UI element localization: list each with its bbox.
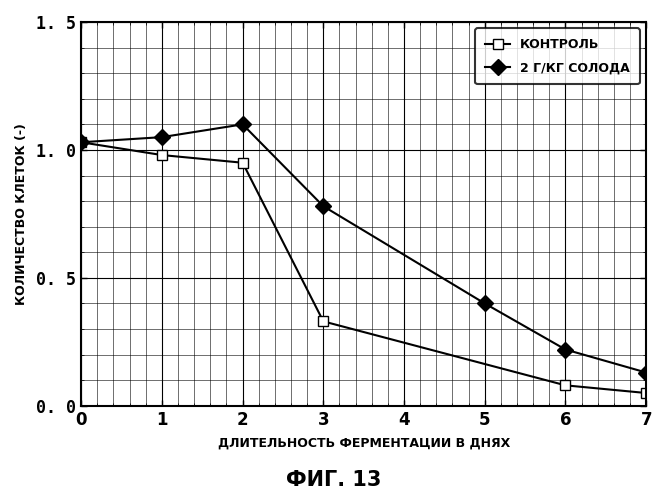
Text: ФИГ. 13: ФИГ. 13 <box>286 470 381 490</box>
КОНТРОЛЬ <box>158 152 166 158</box>
КОНТРОЛЬ <box>319 318 327 324</box>
Line: 2 Г/КГ СОЛОДА: 2 Г/КГ СОЛОДА <box>75 119 652 378</box>
КОНТРОЛЬ <box>562 382 570 388</box>
2 Г/КГ СОЛОДА <box>77 140 85 145</box>
2 Г/КГ СОЛОДА <box>481 300 489 306</box>
Y-axis label: КОЛИЧЕСТВО КЛЕТОК (-): КОЛИЧЕСТВО КЛЕТОК (-) <box>15 123 28 305</box>
2 Г/КГ СОЛОДА <box>642 370 650 376</box>
КОНТРОЛЬ <box>77 140 85 145</box>
КОНТРОЛЬ <box>239 160 247 166</box>
Line: КОНТРОЛЬ: КОНТРОЛЬ <box>76 138 651 398</box>
X-axis label: ДЛИТЕЛЬНОСТЬ ФЕРМЕНТАЦИИ В ДНЯХ: ДЛИТЕЛЬНОСТЬ ФЕРМЕНТАЦИИ В ДНЯХ <box>217 437 510 450</box>
КОНТРОЛЬ <box>642 390 650 396</box>
2 Г/КГ СОЛОДА <box>158 134 166 140</box>
2 Г/КГ СОЛОДА <box>319 203 327 209</box>
Legend: КОНТРОЛЬ, 2 Г/КГ СОЛОДА: КОНТРОЛЬ, 2 Г/КГ СОЛОДА <box>475 28 640 84</box>
2 Г/КГ СОЛОДА <box>562 346 570 352</box>
2 Г/КГ СОЛОДА <box>239 122 247 128</box>
